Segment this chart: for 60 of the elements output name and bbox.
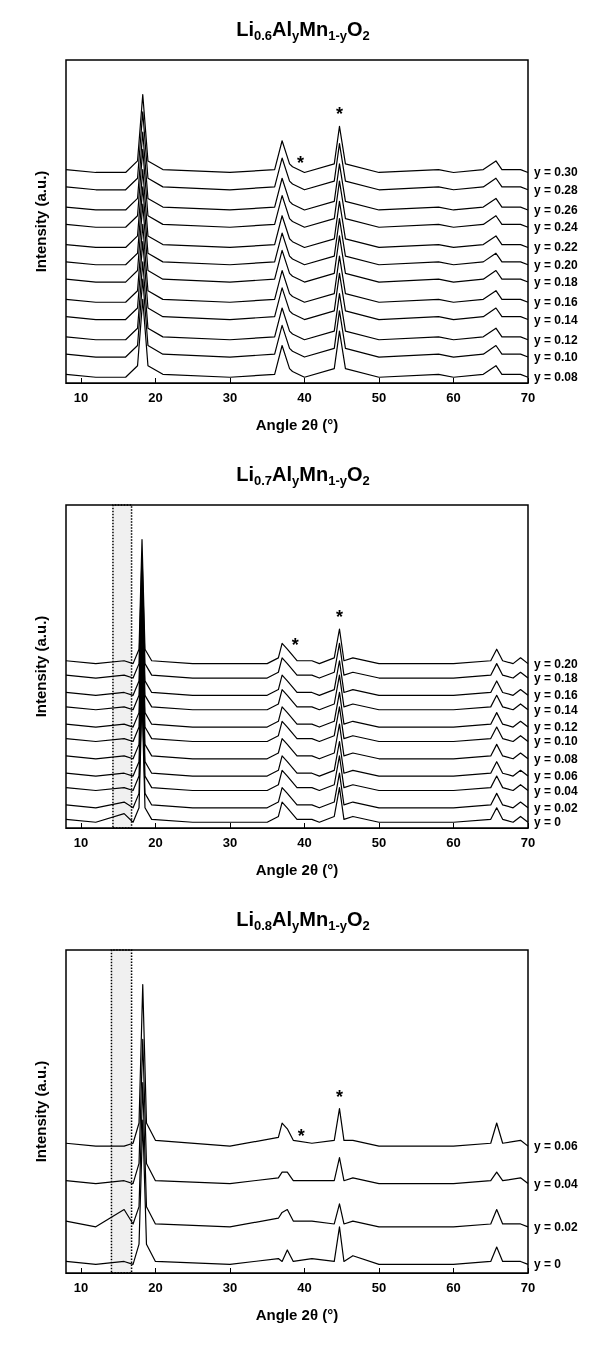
- x-tick-label: 40: [297, 390, 312, 405]
- series-label: y = 0.04: [534, 783, 579, 798]
- series-label: y = 0.06: [534, 769, 579, 784]
- annotation: *: [335, 1086, 343, 1107]
- series-label: y = 0.10: [534, 734, 579, 749]
- x-tick-label: 20: [148, 1280, 163, 1295]
- series-label: y = 0.14: [534, 312, 579, 327]
- x-axis-title: Angle 2θ (°): [255, 416, 339, 433]
- x-tick-label: 70: [520, 1280, 536, 1295]
- x-tick-label: 30: [222, 835, 238, 850]
- x-tick-label: 50: [371, 1280, 387, 1295]
- series-label: y = 0.30: [534, 165, 579, 180]
- x-axis-title: Angle 2θ (°): [255, 1306, 339, 1323]
- x-axis-title: Angle 2θ (°): [255, 861, 339, 878]
- x-tick-label: 70: [520, 390, 536, 405]
- x-tick-label: 30: [222, 390, 238, 405]
- x-tick-label: 70: [520, 835, 536, 850]
- series-label: y = 0.18: [534, 275, 579, 290]
- series-label: y = 0.14: [534, 702, 579, 717]
- x-tick-label: 40: [297, 1280, 312, 1295]
- series-label: y = 0.08: [534, 370, 579, 385]
- series-label: y = 0.24: [534, 220, 579, 235]
- series-label: y = 0.28: [534, 182, 579, 197]
- series-label: y = 0: [534, 815, 562, 830]
- series-label: y = 0.04: [534, 1176, 579, 1191]
- series-label: y = 0.02: [534, 800, 579, 815]
- annotation: *: [291, 635, 299, 656]
- x-tick-label: 10: [73, 1280, 89, 1295]
- annotation: *: [335, 607, 343, 628]
- x-tick-label: 50: [371, 835, 387, 850]
- series-label: y = 0.18: [534, 671, 579, 686]
- series-label: y = 0.08: [534, 751, 579, 766]
- x-tick-label: 30: [222, 1280, 238, 1295]
- x-tick-label: 10: [73, 835, 89, 850]
- annotation: *: [297, 1126, 305, 1147]
- x-tick-label: 60: [446, 835, 461, 850]
- y-axis-title: Intensity (a.u.): [32, 615, 49, 718]
- series-label: y = 0.06: [534, 1139, 579, 1154]
- x-tick-label: 10: [73, 390, 89, 405]
- x-tick-label: 60: [446, 390, 461, 405]
- series-label: y = 0.22: [534, 240, 579, 255]
- y-axis-title: Intensity (a.u.): [32, 1060, 49, 1163]
- series-label: y = 0.20: [534, 257, 579, 272]
- y-axis-title: Intensity (a.u.): [32, 170, 49, 273]
- series-label: y = 0.16: [534, 295, 579, 310]
- series-label: y = 0.02: [534, 1219, 579, 1234]
- x-tick-label: 60: [446, 1280, 461, 1295]
- series-label: y = 0.20: [534, 656, 579, 671]
- x-tick-label: 40: [297, 835, 312, 850]
- x-tick-label: 20: [148, 390, 163, 405]
- series-label: y = 0.16: [534, 688, 579, 703]
- series-label: y = 0.10: [534, 350, 579, 365]
- annotation: *: [297, 152, 305, 173]
- series-label: y = 0.12: [534, 332, 579, 347]
- series-label: y = 0.12: [534, 720, 579, 735]
- annotation: *: [335, 104, 343, 125]
- series-label: y = 0.26: [534, 202, 579, 217]
- x-tick-label: 20: [148, 835, 163, 850]
- series-label: y = 0: [534, 1257, 562, 1272]
- x-tick-label: 50: [371, 390, 387, 405]
